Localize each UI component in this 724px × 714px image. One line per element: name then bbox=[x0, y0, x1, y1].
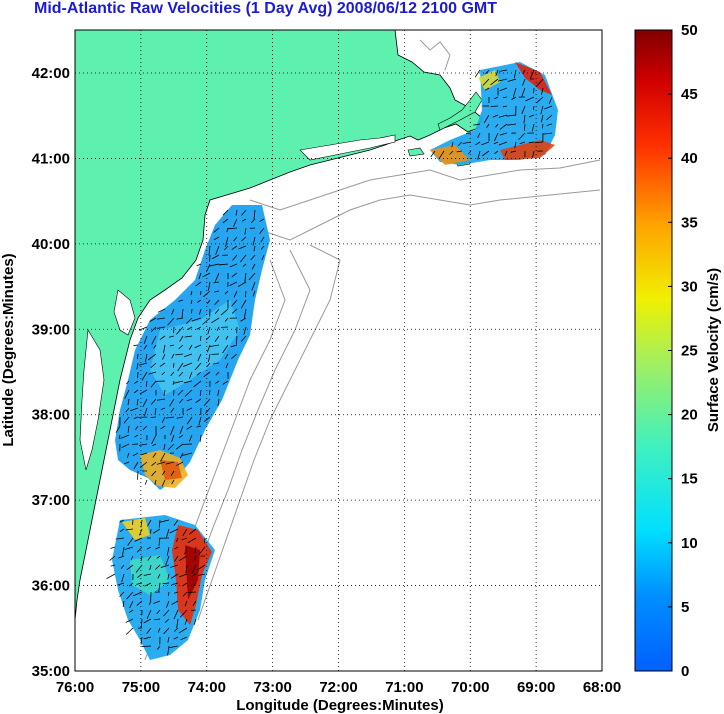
y-tick-label: 37:00 bbox=[32, 492, 70, 509]
x-tick-label: 73:00 bbox=[253, 679, 291, 696]
x-tick-label: 74:00 bbox=[188, 679, 226, 696]
x-tick-label: 71:00 bbox=[385, 679, 423, 696]
x-tick-label: 72:00 bbox=[319, 679, 357, 696]
y-tick-label: 38:00 bbox=[32, 407, 70, 424]
colorbar-tick-label: 5 bbox=[681, 599, 689, 616]
colorbar-tick-label: 10 bbox=[681, 535, 698, 552]
x-tick-label: 70:00 bbox=[451, 679, 489, 696]
y-tick-label: 36:00 bbox=[32, 578, 70, 595]
colorbar-tick-label: 25 bbox=[681, 343, 698, 360]
colorbar-label: Surface Velocity (cm/s) bbox=[705, 268, 722, 432]
colorbar-tick-label: 20 bbox=[681, 407, 698, 424]
colorbar-tick-label: 40 bbox=[681, 150, 698, 167]
map-title: Mid-Atlantic Raw Velocities (1 Day Avg) … bbox=[34, 0, 497, 17]
x-tick-label: 76:00 bbox=[56, 679, 94, 696]
y-tick-label: 40:00 bbox=[32, 236, 70, 253]
y-tick-label: 35:00 bbox=[32, 663, 70, 680]
colorbar-tick-label: 45 bbox=[681, 86, 698, 103]
y-tick-label: 42:00 bbox=[32, 65, 70, 82]
y-tick-label: 41:00 bbox=[32, 150, 70, 167]
x-tick-label: 68:00 bbox=[583, 679, 621, 696]
x-tick-label: 69:00 bbox=[517, 679, 555, 696]
colorbar-tick-label: 30 bbox=[681, 278, 698, 295]
coverage-north bbox=[430, 62, 558, 165]
colorbar-tick-label: 15 bbox=[681, 471, 698, 488]
colorbar-tick-label: 0 bbox=[681, 663, 689, 680]
plot-area bbox=[74, 29, 603, 672]
y-axis-label: Latitude (Degrees:Minutes) bbox=[0, 253, 17, 446]
x-axis-label: Longitude (Degrees:Minutes) bbox=[236, 697, 444, 714]
colorbar-tick-label: 50 bbox=[681, 22, 698, 39]
y-tick-label: 39:00 bbox=[32, 321, 70, 338]
colorbar-tick-label: 35 bbox=[681, 214, 698, 231]
x-tick-label: 75:00 bbox=[122, 679, 160, 696]
